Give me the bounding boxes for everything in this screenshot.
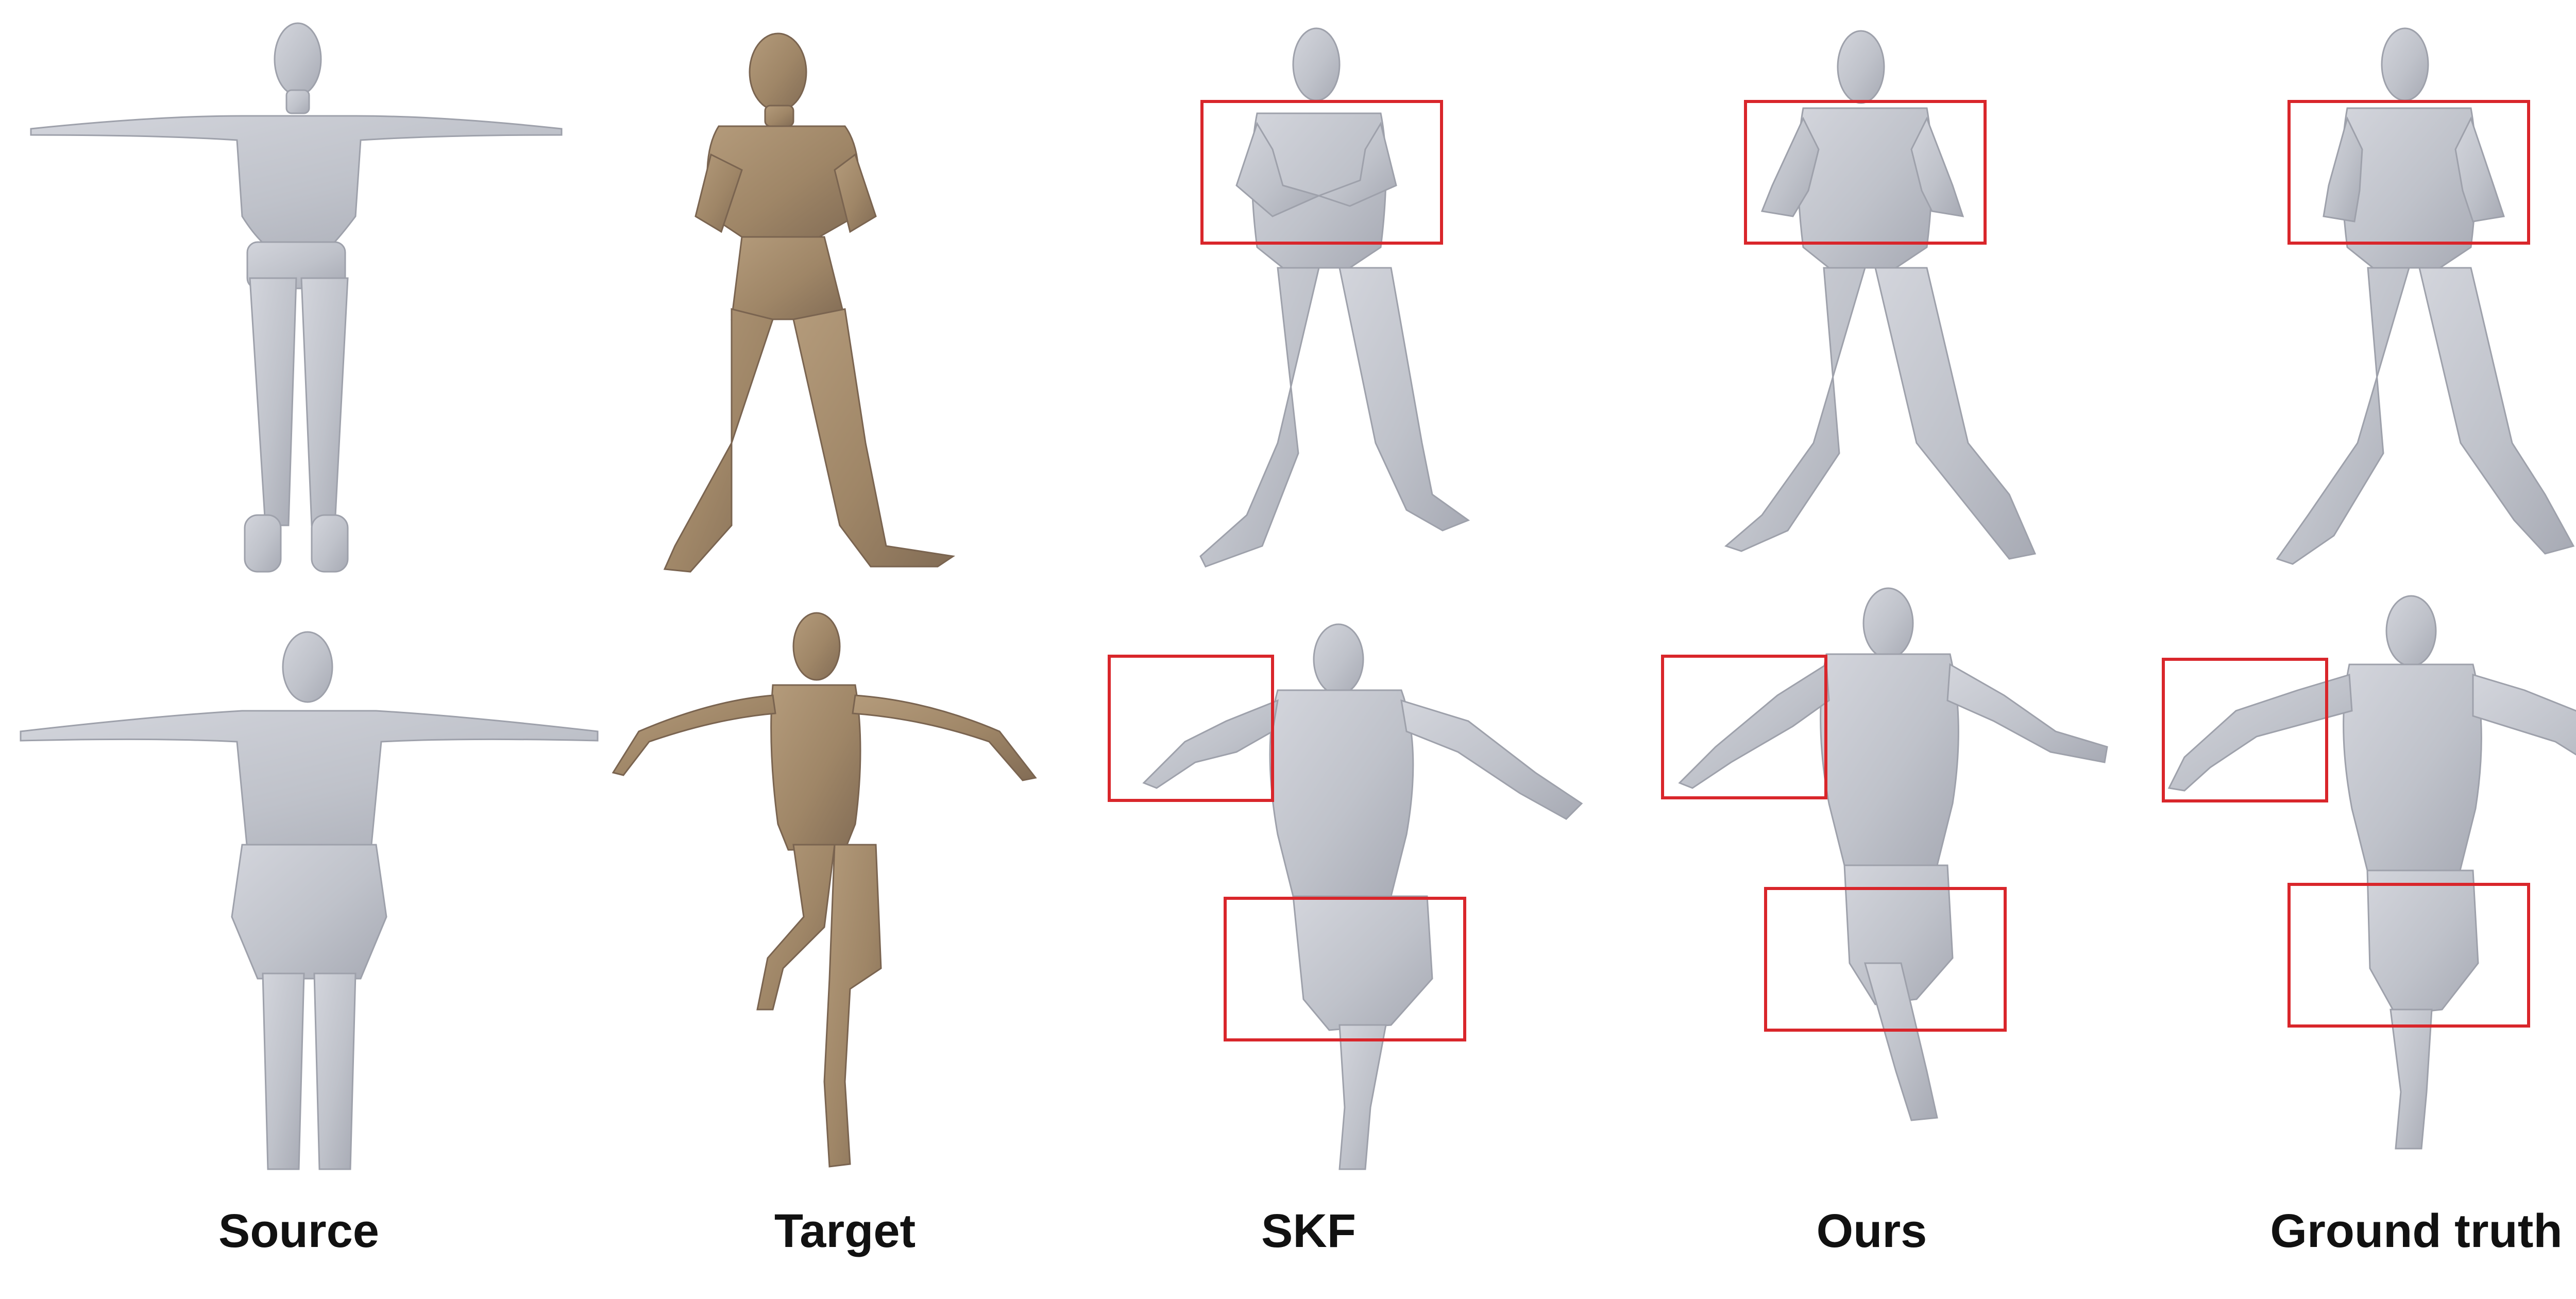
row1-skf-mesh [1199, 27, 1470, 568]
row2-skf-mesh [1142, 623, 1583, 1170]
row1-skf-highlight-box [1200, 100, 1443, 245]
row2-target-mesh [612, 612, 1037, 1168]
row1-ours-mesh [1724, 30, 2037, 560]
row2-skf-arm-highlight-box [1108, 655, 1274, 802]
row2-source-mesh [20, 631, 599, 1170]
row2-ground-truth-mesh [2167, 595, 2576, 1150]
row2-ground-truth-leg-highlight-box [2287, 883, 2530, 1028]
caption-source: Source [218, 1205, 379, 1257]
caption-target: Target [774, 1205, 916, 1257]
caption-skf: SKF [1261, 1205, 1356, 1257]
row2-ours-mesh [1678, 587, 2108, 1121]
row2-ours-leg-highlight-box [1764, 887, 2007, 1032]
row1-source-mesh [30, 22, 563, 573]
caption-ours: Ours [1816, 1205, 1927, 1257]
row1-ours-highlight-box [1744, 100, 1987, 245]
row2-ours-arm-highlight-box [1661, 655, 1827, 799]
row1-target-mesh [663, 32, 956, 573]
row1-ground-truth-highlight-box [2287, 100, 2530, 245]
caption-ground-truth: Ground truth [2270, 1205, 2563, 1257]
row2-ground-truth-arm-highlight-box [2162, 658, 2328, 802]
row1-ground-truth-mesh [2276, 27, 2575, 565]
row2-skf-leg-highlight-box [1224, 897, 1466, 1041]
